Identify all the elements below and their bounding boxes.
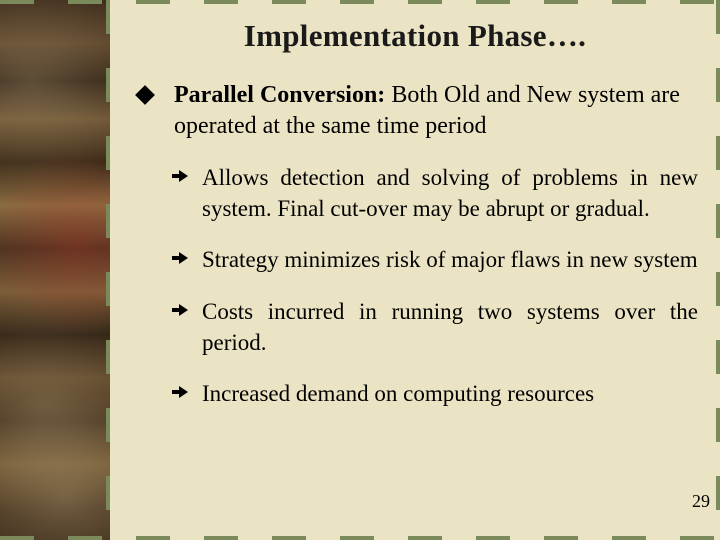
- arrow-bullet-icon: [172, 385, 188, 399]
- decorative-sidebar-image: [0, 0, 110, 540]
- list-item: Strategy minimizes risk of major flaws i…: [172, 244, 698, 275]
- arrow-bullet-icon: [172, 303, 188, 317]
- page-number: 29: [692, 491, 710, 512]
- diamond-bullet-icon: [135, 85, 155, 105]
- sub-bullet-text: Strategy minimizes risk of major flaws i…: [202, 244, 698, 275]
- arrow-bullet-icon: [172, 169, 188, 183]
- slide: Implementation Phase…. Parallel Conversi…: [0, 0, 720, 540]
- list-item: Increased demand on computing resources: [172, 378, 698, 409]
- list-item: Costs incurred in running two systems ov…: [172, 296, 698, 358]
- main-bullet-lead: Parallel Conversion:: [174, 82, 385, 108]
- content-area: Implementation Phase…. Parallel Conversi…: [110, 0, 720, 540]
- sub-bullet-list: Allows detection and solving of problems…: [132, 162, 698, 408]
- main-bullet: Parallel Conversion: Both Old and New sy…: [132, 80, 698, 142]
- arrow-bullet-icon: [172, 251, 188, 265]
- sub-bullet-text: Costs incurred in running two systems ov…: [202, 296, 698, 358]
- sub-bullet-text: Increased demand on computing resources: [202, 378, 698, 409]
- slide-title: Implementation Phase….: [132, 18, 698, 54]
- main-bullet-text: Parallel Conversion: Both Old and New sy…: [174, 80, 698, 142]
- sub-bullet-text: Allows detection and solving of problems…: [202, 162, 698, 224]
- list-item: Allows detection and solving of problems…: [172, 162, 698, 224]
